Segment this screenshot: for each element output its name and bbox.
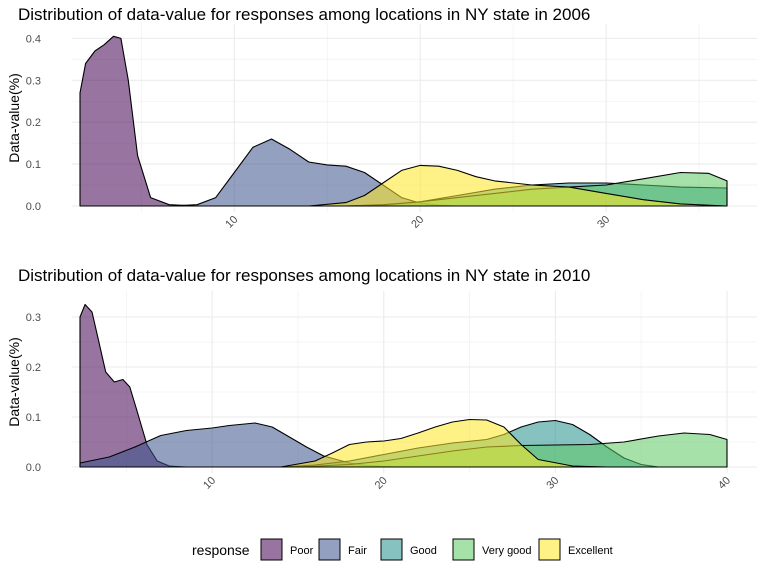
y-tick-label: 0.3 xyxy=(26,75,41,87)
y-tick-label: 0.1 xyxy=(26,159,41,171)
x-tick-label: 30 xyxy=(595,214,612,231)
y-tick-label: 0.3 xyxy=(26,312,41,324)
legend-label: Excellent xyxy=(568,545,613,557)
x-tick-label: 10 xyxy=(201,475,218,492)
y-tick-label: 0.2 xyxy=(26,362,41,374)
legend: response Poor Fair Good Very good Excellent xyxy=(192,538,613,561)
legend-item-good: Good xyxy=(380,538,437,561)
density-panel-2006: Distribution of data-value for responses… xyxy=(6,5,757,231)
legend-label: Fair xyxy=(348,545,367,557)
legend-item-fair: Fair xyxy=(318,538,367,561)
density-panel-2010: Distribution of data-value for responses… xyxy=(6,266,757,492)
y-axis-label: Data-value(%) xyxy=(6,73,22,162)
y-axis-label: Data-value(%) xyxy=(6,337,22,426)
legend-title: response xyxy=(192,542,250,558)
y-tick-label: 0.1 xyxy=(26,412,41,424)
legend-item-poor: Poor xyxy=(260,538,314,561)
y-tick-label: 0.2 xyxy=(26,117,41,129)
legend-swatch xyxy=(452,538,475,561)
chart-title: Distribution of data-value for responses… xyxy=(18,5,590,24)
legend-item-excellent: Excellent xyxy=(538,538,613,561)
x-tick-label: 30 xyxy=(544,475,561,492)
legend-label: Poor xyxy=(290,545,314,557)
x-tick-label: 40 xyxy=(716,475,733,492)
legend-item-very-good: Very good xyxy=(452,538,532,561)
legend-swatch xyxy=(538,538,561,561)
density-area-excellent xyxy=(280,418,608,468)
chart-title: Distribution of data-value for responses… xyxy=(18,266,590,285)
x-tick-label: 20 xyxy=(409,214,426,231)
x-tick-label: 20 xyxy=(373,475,390,492)
legend-label: Very good xyxy=(482,545,532,557)
legend-swatch xyxy=(260,538,283,561)
legend-label: Good xyxy=(410,545,437,557)
y-tick-label: 0.0 xyxy=(26,462,41,474)
legend-swatch xyxy=(318,538,341,561)
y-tick-label: 0.4 xyxy=(26,33,41,45)
x-tick-label: 10 xyxy=(223,214,240,231)
density-area-excellent xyxy=(308,164,728,207)
legend-swatch xyxy=(380,538,403,561)
y-tick-label: 0.0 xyxy=(26,201,41,213)
